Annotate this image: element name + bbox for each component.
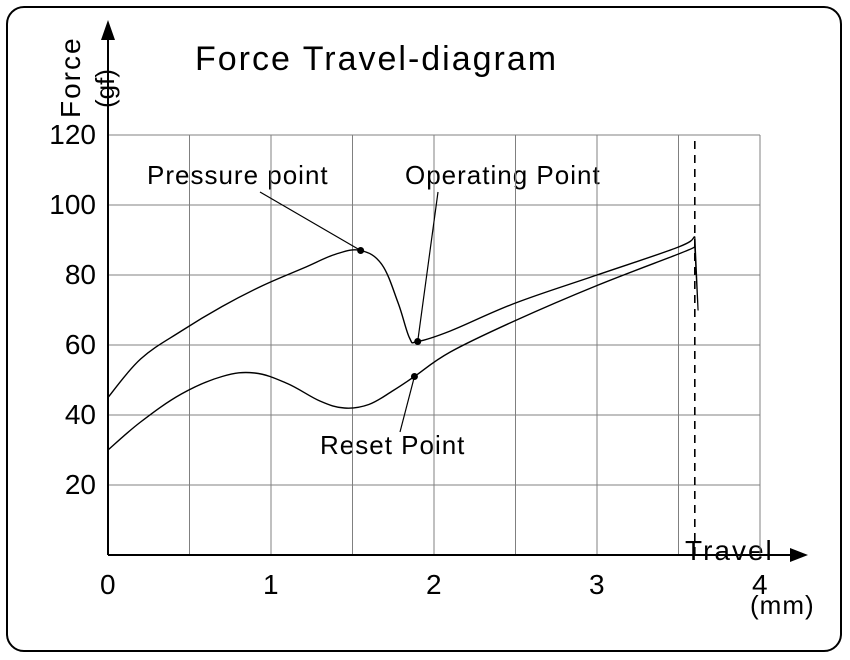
press-curve	[108, 237, 695, 398]
xtick-4: 4	[752, 569, 768, 601]
xtick-1: 1	[263, 569, 279, 601]
ytick-100: 100	[49, 189, 96, 221]
ytick-40: 40	[65, 399, 96, 431]
xtick-3: 3	[589, 569, 605, 601]
chart-svg	[0, 0, 850, 660]
ytick-80: 80	[65, 259, 96, 291]
xtick-2: 2	[426, 569, 442, 601]
operating-point-leader	[418, 192, 438, 342]
ytick-60: 60	[65, 329, 96, 361]
release-curve	[108, 247, 695, 450]
pressure-point-leader	[260, 192, 361, 251]
ytick-120: 120	[49, 119, 96, 151]
xtick-0: 0	[100, 569, 116, 601]
ytick-20: 20	[65, 469, 96, 501]
